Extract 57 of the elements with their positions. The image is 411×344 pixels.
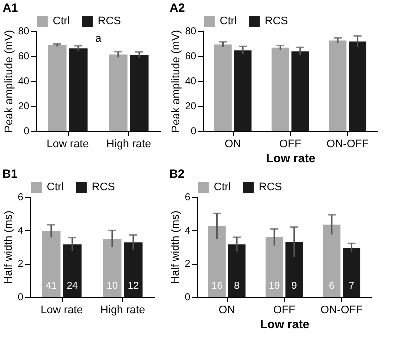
annotation: 16 [212,281,224,292]
chart-title: A1 [2,1,19,15]
legend-label: RCS [259,182,282,194]
x-tick-label: Low rate [46,138,90,150]
x-tick-label: High rate [100,304,146,316]
x-tick-label: OFF [280,138,302,150]
legend-label: RCS [265,16,288,28]
y-tick-label: 4 [18,226,24,237]
x-tick-label: High rate [106,138,152,150]
y-tick-label: 20 [185,102,197,112]
annotation: 9 [292,281,298,292]
legend-label: Ctrl [214,182,232,194]
y-tick-label: 80 [185,26,197,38]
y-axis-title: Peak amplitude (mV) [170,30,182,133]
annotation: 12 [128,281,140,292]
legend-label: Ctrl [220,16,238,28]
legend-label: RCS [92,182,116,194]
x-tick-label: ON [224,138,242,150]
y-axis-title: Half width (ms) [2,210,15,284]
x-tick-label: Low rate [40,304,84,316]
y-tick-label: 4 [184,226,191,237]
y-tick-label: 0 [190,126,197,138]
y-tick-label: 60 [18,52,30,62]
x-tick-label: OFF [274,304,296,316]
y-axis-title: Peak amplitude (mV) [3,30,16,133]
legend-label: RCS [98,16,122,28]
x-axis-title: Low rate [260,318,310,332]
y-tick-label: 6 [184,192,191,204]
y-tick-label: 6 [18,192,24,204]
y-axis-title: Half width (ms) [170,210,182,284]
annotation: 10 [106,281,118,292]
annotation: 24 [66,281,79,292]
chart-title: A2 [170,1,186,15]
annotation: 7 [349,281,356,292]
y-tick-label: 40 [18,76,30,88]
y-tick-label: 60 [185,52,197,62]
annotation: 6 [329,281,336,292]
x-tick-label: ON-OFF [326,138,370,150]
annotation: 41 [46,281,58,292]
x-tick-label: ON [218,304,236,316]
y-tick-label: 2 [18,259,24,270]
y-tick-label: 80 [18,26,30,38]
y-tick-label: 20 [18,102,30,112]
y-tick-label: 40 [185,76,197,88]
annotation: 8 [234,281,240,292]
y-tick-label: 0 [18,292,24,304]
legend-label: Ctrl [53,16,70,28]
chart-title: B1 [2,167,18,181]
x-axis-title: Low rate [266,152,316,166]
annotation: 19 [269,281,281,292]
legend-label: Ctrl [47,182,64,194]
y-tick-label: 0 [24,126,30,138]
chart-title: B2 [169,167,186,181]
y-tick-label: 2 [184,259,191,270]
annotation: a [95,33,102,45]
y-tick-label: 0 [184,292,191,304]
x-tick-label: ON-OFF [320,304,364,316]
